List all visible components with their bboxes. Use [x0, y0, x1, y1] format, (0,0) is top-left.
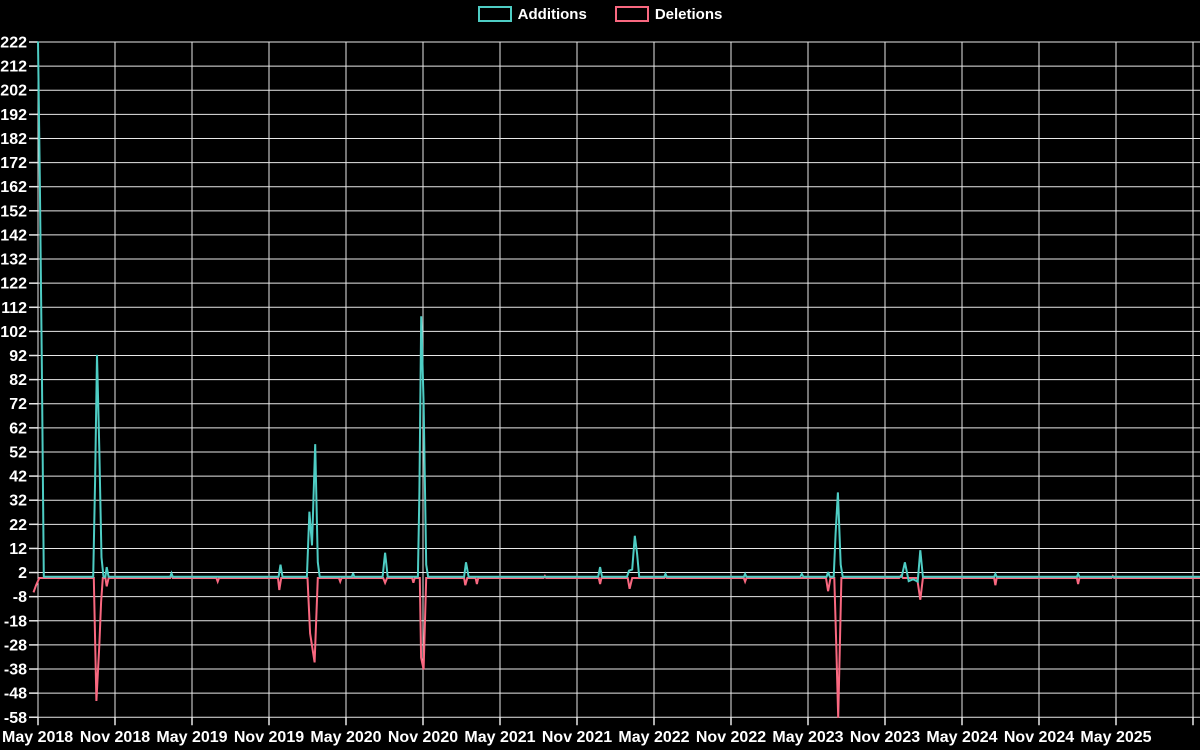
x-tick-label: May 2018 — [2, 729, 73, 746]
legend-item-deletions[interactable]: Deletions — [614, 5, 723, 23]
y-tick-label: 132 — [0, 252, 27, 269]
y-tick-label: 52 — [9, 444, 27, 461]
legend-label-deletions: Deletions — [654, 5, 723, 23]
y-tick-label: 92 — [9, 348, 27, 365]
y-tick-label: 162 — [0, 179, 27, 196]
x-tick-label: May 2025 — [1080, 729, 1151, 746]
y-tick-label: 192 — [0, 107, 27, 124]
x-tick-label: May 2022 — [618, 729, 689, 746]
x-tick-label: May 2021 — [464, 729, 535, 746]
legend: Additions Deletions — [0, 6, 1200, 22]
y-tick-label: 112 — [1, 300, 27, 317]
y-tick-label: 122 — [0, 276, 27, 293]
y-tick-label: -38 — [4, 662, 27, 679]
x-tick-label: Nov 2023 — [850, 729, 920, 746]
y-tick-label: 42 — [9, 469, 27, 486]
x-tick-label: May 2024 — [926, 729, 997, 746]
x-tick-label: Nov 2018 — [80, 729, 150, 746]
y-tick-label: 172 — [0, 155, 27, 172]
y-tick-label: 212 — [0, 59, 27, 76]
series-line-deletions — [32, 571, 1200, 718]
additions-swatch-icon — [477, 6, 512, 22]
x-tick-label: May 2019 — [156, 729, 227, 746]
x-tick-label: May 2023 — [772, 729, 843, 746]
x-tick-label: Nov 2020 — [388, 729, 458, 746]
y-tick-label: -28 — [4, 637, 27, 654]
y-tick-label: -8 — [13, 589, 27, 606]
y-tick-label: 2 — [18, 565, 27, 582]
y-tick-label: -48 — [4, 686, 27, 703]
y-tick-label: -18 — [4, 613, 27, 630]
y-tick-label: 142 — [0, 227, 27, 244]
y-tick-label: 72 — [9, 396, 27, 413]
x-tick-label: Nov 2022 — [696, 729, 766, 746]
y-tick-label: 62 — [9, 420, 27, 437]
y-tick-label: 82 — [9, 372, 27, 389]
x-tick-label: Nov 2019 — [234, 729, 304, 746]
y-tick-label: 222 — [0, 35, 27, 52]
y-tick-label: 202 — [0, 83, 27, 100]
legend-item-additions[interactable]: Additions — [477, 5, 587, 23]
y-tick-label: 102 — [0, 324, 27, 341]
x-tick-label: Nov 2024 — [1004, 729, 1074, 746]
y-tick-label: 182 — [0, 131, 27, 148]
x-tick-label: Nov 2021 — [542, 729, 612, 746]
series-line-additions — [37, 41, 1200, 584]
y-tick-label: 32 — [9, 493, 27, 510]
y-tick-label: -58 — [4, 710, 27, 727]
x-tick-label: May 2020 — [310, 729, 381, 746]
deletions-swatch-icon — [614, 6, 649, 22]
y-tick-label: 12 — [9, 541, 27, 558]
y-tick-label: 152 — [0, 203, 27, 220]
y-tick-label: 22 — [9, 517, 27, 534]
legend-label-additions: Additions — [517, 5, 587, 23]
